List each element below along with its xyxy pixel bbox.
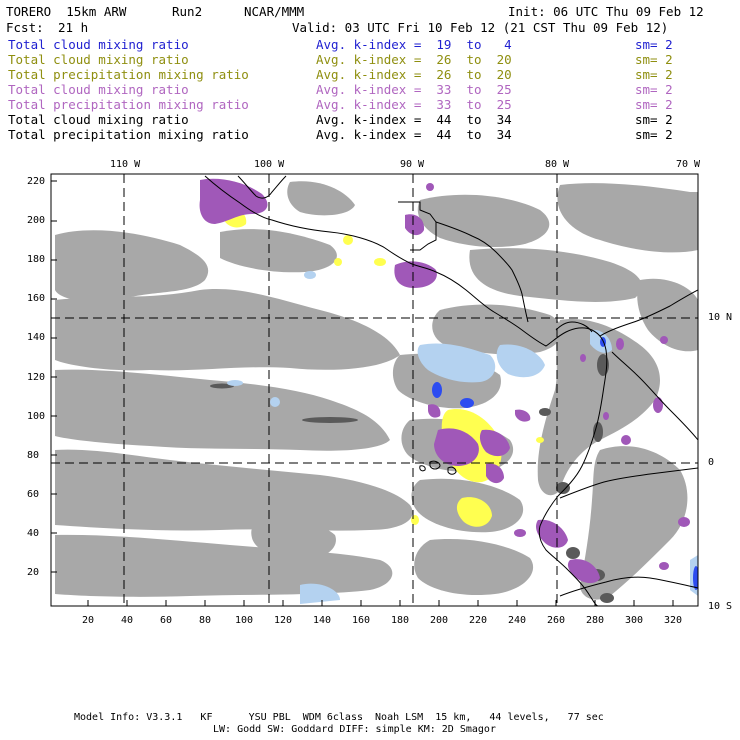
forecast-label: Fcst: [6, 20, 44, 35]
cloud-field [55, 175, 698, 606]
x-tick-label: 100 [235, 615, 254, 626]
legend-field-name: Total cloud mixing ratio [8, 52, 189, 67]
lat-label: 10 N [708, 312, 733, 323]
x-tick-label: 240 [508, 615, 527, 626]
lat-lon-grid [51, 174, 698, 606]
x-tick-label: 200 [430, 615, 449, 626]
legend-k-index: Avg. k-index = 44 to 34 [316, 127, 512, 142]
y-tick-label: 220 [27, 176, 46, 187]
y-tick-label: 120 [27, 371, 46, 383]
legend-k-index: Avg. k-index = 26 to 20 [316, 67, 512, 82]
model-info: Model Info: V3.3.1 KF YSU PBL WDM 6class… [74, 712, 604, 723]
lat-label: 0 [708, 457, 715, 468]
legend-smoothing: sm= 2 [635, 37, 673, 52]
gray-cloud-areas [55, 181, 698, 600]
legend-field-name: Total precipitation mixing ratio [8, 127, 249, 142]
legend-smoothing: sm= 2 [635, 82, 673, 97]
y-tick-label: 80 [27, 449, 40, 461]
y-tick-label: 160 [27, 293, 46, 305]
valid-time: Valid: 03 UTC Fri 10 Feb 12 (21 CST Thu … [292, 20, 669, 35]
legend-smoothing: sm= 2 [635, 52, 673, 67]
y-tick-label: 180 [27, 254, 46, 266]
physics-info: LW: Godd SW: Goddard DIFF: simple KM: 2D… [213, 724, 496, 735]
x-tick-label: 60 [160, 615, 173, 626]
y-tick-label: 100 [27, 410, 46, 422]
lon-label: 110 W [110, 159, 141, 170]
x-tick-label: 40 [121, 615, 134, 626]
y-tick-label: 140 [27, 332, 46, 344]
legend-k-index: Avg. k-index = 33 to 25 [316, 97, 512, 112]
legend-smoothing: sm= 2 [635, 127, 673, 142]
legend-field-name: Total cloud mixing ratio [8, 37, 189, 52]
lon-label: 90 W [400, 159, 425, 170]
x-tick-label: 20 [82, 615, 95, 626]
legend-field-name: Total precipitation mixing ratio [8, 97, 249, 112]
org-label: NCAR/MMM [244, 4, 305, 19]
coastlines [204, 175, 698, 606]
x-tick-label: 320 [664, 615, 683, 626]
x-tick-label: 140 [313, 615, 332, 626]
axis-ticks [51, 180, 674, 606]
x-tick-label: 180 [391, 615, 410, 626]
x-tick-label: 260 [547, 615, 566, 626]
forecast-hour: 21 h [58, 20, 89, 35]
legend-smoothing: sm= 2 [635, 112, 673, 127]
legend-smoothing: sm= 2 [635, 97, 673, 112]
legend-field-name: Total cloud mixing ratio [8, 82, 189, 97]
y-tick-label: 40 [27, 527, 40, 539]
legend-k-index: Avg. k-index = 33 to 25 [316, 82, 512, 97]
legend-k-index: Avg. k-index = 19 to 4 [316, 37, 512, 52]
lon-label: 80 W [545, 159, 570, 170]
x-tick-label: 220 [469, 615, 488, 626]
lon-label: 100 W [254, 159, 285, 170]
x-tick-label: 160 [352, 615, 371, 626]
lon-label: 70 W [676, 159, 701, 170]
y-tick-label: 20 [27, 567, 40, 578]
x-tick-label: 120 [274, 615, 293, 626]
lat-label: 10 S [708, 601, 733, 612]
legend-smoothing: sm= 2 [635, 67, 673, 82]
legend-k-index: Avg. k-index = 26 to 20 [316, 52, 512, 67]
run-label: Run2 [172, 4, 203, 19]
legend-field-name: Total cloud mixing ratio [8, 112, 189, 127]
legend-k-index: Avg. k-index = 44 to 34 [316, 112, 512, 127]
model-name: TORERO 15km ARW [6, 4, 127, 19]
y-tick-label: 200 [27, 215, 46, 227]
y-tick-label: 60 [27, 488, 40, 500]
x-tick-label: 300 [625, 615, 644, 626]
x-tick-label: 280 [586, 615, 605, 626]
map-frame [50, 173, 699, 607]
legend-field-name: Total precipitation mixing ratio [8, 67, 249, 82]
init-time: Init: 06 UTC Thu 09 Feb 12 [508, 4, 704, 19]
x-tick-label: 80 [199, 615, 212, 626]
